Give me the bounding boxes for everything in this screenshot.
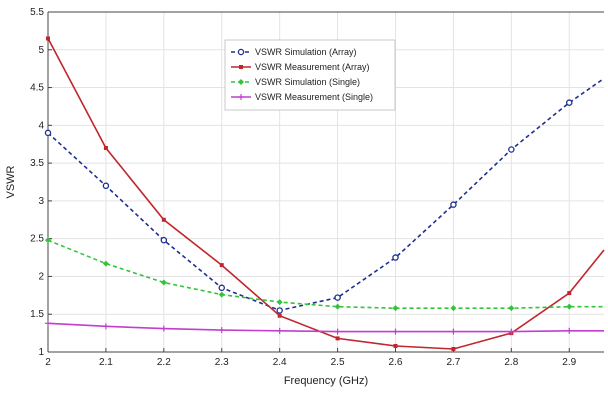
x-tick-label-0: 2 xyxy=(45,357,51,368)
y-tick-label-2: 2 xyxy=(38,271,44,282)
y-tick-label-3: 2.5 xyxy=(30,234,44,245)
y-tick-label-5: 3.5 xyxy=(30,158,44,169)
series-3 xyxy=(45,320,604,335)
x-tick-label-3: 2.3 xyxy=(215,357,229,368)
series-0-point-3 xyxy=(218,284,225,292)
x-tick-label-1: 2.1 xyxy=(99,357,113,368)
x-tick-labels: 2 2.1 2.2 2.3 2.4 2.5 2.6 2.7 2.8 2.9 xyxy=(45,357,576,368)
series-2-point-5 xyxy=(334,303,341,310)
series-2-point-7 xyxy=(450,305,457,312)
series-0-point-0 xyxy=(44,129,52,137)
series-1-point-9 xyxy=(567,291,572,296)
series-2-point-6 xyxy=(392,305,399,312)
series-2-point-9 xyxy=(566,303,573,310)
series-2-point-0 xyxy=(45,237,51,244)
series-3-point-6 xyxy=(392,328,399,335)
y-tick-label-8: 5 xyxy=(38,45,44,56)
legend-label-3: VSWR Measurement (Single) xyxy=(255,92,373,102)
series-1-point-5 xyxy=(335,336,340,341)
legend-marker-3 xyxy=(238,94,244,100)
series-0-point-6 xyxy=(392,254,399,261)
x-tick-label-9: 2.9 xyxy=(562,357,576,368)
legend-marker-2 xyxy=(238,79,244,85)
series-2-point-1 xyxy=(102,260,109,267)
series-3-point-4 xyxy=(276,327,283,334)
series-2-point-4 xyxy=(276,299,283,306)
series-3-point-5 xyxy=(334,328,341,335)
series-0-point-7 xyxy=(450,201,457,208)
series-0-point-4 xyxy=(276,307,283,314)
series-1-point-0 xyxy=(46,36,50,41)
series-1-point-3 xyxy=(219,263,224,268)
series-3-point-3 xyxy=(218,327,225,334)
series-2-point-3 xyxy=(218,291,225,298)
y-tick-label-0: 1 xyxy=(38,347,44,358)
y-tick-label-7: 4.5 xyxy=(30,83,44,94)
series-group xyxy=(44,36,605,351)
y-tick-label-1: 1.5 xyxy=(30,309,44,320)
series-0-point-9 xyxy=(566,99,573,106)
x-tick-label-5: 2.5 xyxy=(331,357,345,368)
x-tick-label-6: 2.6 xyxy=(389,357,403,368)
series-0-point-8 xyxy=(508,146,515,153)
series-1-point-4 xyxy=(277,313,282,318)
legend-label-2: VSWR Simulation (Single) xyxy=(255,77,360,87)
series-1-point-1 xyxy=(103,146,108,150)
legend-label-1: VSWR Measurement (Array) xyxy=(255,62,370,72)
series-3-point-8 xyxy=(508,328,515,335)
series-1-point-2 xyxy=(161,217,166,222)
legend-box xyxy=(224,39,396,111)
axes xyxy=(47,11,604,353)
y-tick-label-4: 3 xyxy=(38,196,44,207)
series-3-point-9 xyxy=(566,327,573,334)
x-tick-label-7: 2.7 xyxy=(446,357,460,368)
x-tick-label-8: 2.8 xyxy=(504,357,518,368)
y-tick-label-6: 4 xyxy=(38,120,44,131)
series-1-point-6 xyxy=(393,343,398,348)
series-2 xyxy=(45,237,604,312)
series-3-point-7 xyxy=(450,328,457,335)
x-axis-label: Frequency (GHz) xyxy=(284,375,368,387)
legend-marker-0 xyxy=(237,48,245,56)
series-1-point-7 xyxy=(451,346,456,351)
legend: VSWR Simulation (Array) VSWR Measurement … xyxy=(224,39,396,111)
series-line-2 xyxy=(47,239,604,310)
series-2-point-2 xyxy=(160,279,167,286)
series-0-point-2 xyxy=(160,236,168,244)
series-3-point-1 xyxy=(102,323,109,330)
legend-label-0: VSWR Simulation (Array) xyxy=(255,47,357,57)
series-0-point-1 xyxy=(102,182,110,190)
series-2-point-8 xyxy=(508,305,515,312)
x-tick-label-2: 2.2 xyxy=(157,357,171,368)
x-tick-label-4: 2.4 xyxy=(273,357,287,368)
legend-marker-1 xyxy=(239,65,243,69)
y-axis-label: VSWR xyxy=(5,165,17,198)
y-tick-label-9: 5.5 xyxy=(30,7,44,18)
series-3-point-0 xyxy=(45,320,51,327)
y-tick-labels: 1 1.5 2 2.5 3 3.5 4 4.5 5 5.5 xyxy=(30,7,44,358)
series-0 xyxy=(44,77,605,314)
series-3-point-2 xyxy=(160,325,167,332)
series-0-point-5 xyxy=(334,294,341,301)
